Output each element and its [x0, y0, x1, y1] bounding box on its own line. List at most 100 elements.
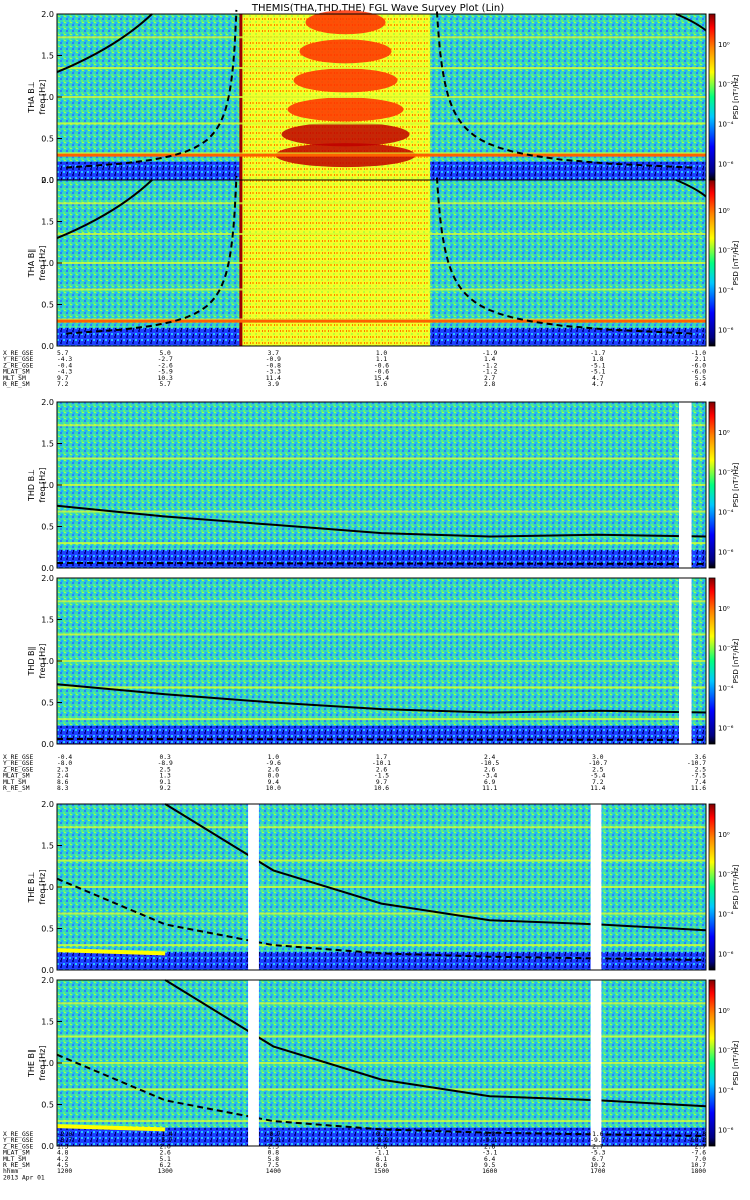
ephemeris-value: -5.7 [158, 1137, 173, 1144]
colorbar-tick-label: 10⁰ [718, 831, 730, 839]
colorbar-tick-label: 10⁻⁴ [718, 685, 734, 693]
ephemeris-value: 1.6 [376, 381, 388, 388]
y-tick-label: 1.0 [41, 1059, 54, 1068]
y-tick-label: 0.0 [41, 176, 54, 185]
y-tick-label: 1.0 [41, 657, 54, 666]
ephemeris-value: -8.2 [374, 1137, 389, 1144]
ephemeris-value: 5.7 [57, 350, 69, 357]
ephemeris-value: -2.7 [158, 356, 173, 363]
ephemeris-value: -1.4 [158, 1131, 173, 1138]
y-tick-label: 0.0 [41, 342, 54, 351]
ephemeris-value: 6.2 [159, 1162, 171, 1169]
ephemeris-value: 2.1 [695, 356, 707, 363]
ephemeris-value: -5.9 [158, 369, 173, 376]
y-axis-label: freq [Hz] [38, 246, 47, 281]
colorbar-label: PSD [nT²/Hz] [732, 462, 740, 507]
ephemeris-value: -4.3 [57, 369, 72, 376]
y-tick-label: 2.0 [41, 800, 54, 809]
ephemeris-value: 10.3 [158, 375, 173, 382]
ephemeris-value: 2.5 [268, 1143, 280, 1150]
ephemeris-value: -6.0 [691, 362, 706, 369]
y-tick-label: 1.0 [41, 883, 54, 892]
power-blob [287, 97, 404, 122]
ephemeris-value: -3.3 [266, 369, 281, 376]
colorbar-tick-label: 10⁻⁶ [718, 548, 734, 556]
ephemeris-value: 15.4 [374, 375, 389, 382]
ephemeris-value: 1300 [158, 1168, 173, 1175]
ephemeris-value: 7.5 [268, 1162, 280, 1169]
ephemeris-value: 2.4 [57, 773, 69, 780]
ephemeris-row-label: MLAT_SM [3, 1150, 30, 1157]
y-tick-label: 2.0 [41, 398, 54, 407]
ephemeris-value: 1.6 [592, 1131, 604, 1138]
ephemeris-row-label: R_RE_SM [3, 381, 30, 388]
ephemeris-row-label: X_RE_GSE [3, 350, 34, 357]
ephemeris-value: 2.5 [695, 766, 707, 773]
ephemeris-value: -3.7 [57, 1137, 72, 1144]
colorbar-tick-label: 10⁰ [718, 41, 730, 49]
ephemeris-value: 1700 [590, 1168, 605, 1175]
ephemeris-value: -4.3 [57, 356, 72, 363]
low-frequency-band [57, 951, 706, 970]
colorbar-tick-label: 10⁻² [718, 247, 734, 255]
ephemeris-value: 6.4 [695, 381, 707, 388]
y-tick-label: 1.5 [41, 52, 54, 61]
ephemeris-value: 7.2 [592, 779, 604, 786]
spectrogram-panel: 2.0 1.5 1.0 0.5 0.0 THA B∥ freq [Hz] 10⁰ 10⁻² 10⁻… [27, 175, 740, 351]
ephemeris-value: 1.1 [376, 356, 388, 363]
ephemeris-value: -9.6 [266, 760, 281, 767]
ephemeris-row-label: MLAT_SM [3, 369, 30, 376]
ephemeris-value: 6.4 [484, 1156, 496, 1163]
ephemeris-value: 2.5 [592, 766, 604, 773]
ephemeris-value: 0.0 [268, 773, 280, 780]
y-tick-label: 1.5 [41, 1018, 54, 1027]
ephemeris-value: 9.4 [268, 779, 280, 786]
low-harmonic-line [56, 1124, 166, 1132]
ephemeris-value: -8.0 [57, 760, 72, 767]
panel-label: THD B∥ [27, 646, 36, 676]
ephemeris-row-label: MLT_SM [3, 1156, 26, 1163]
y-tick-label: 2.0 [41, 976, 54, 985]
low-frequency-band [57, 549, 706, 568]
ephemeris-value: -0.4 [57, 362, 72, 369]
ephemeris-value: 2.7 [592, 1143, 604, 1150]
spectrogram-panel: 2.0 1.5 1.0 0.5 0.0 THE B⊥ freq [Hz] 10⁰ 10⁻² 10⁻… [27, 800, 740, 975]
ephemeris-value: 3.0 [592, 754, 604, 761]
ephemeris-value: 9.7 [57, 375, 69, 382]
ephemeris-value: 7.4 [695, 779, 707, 786]
ephemeris-row-label: Z_RE_GSE [3, 362, 34, 369]
ephemeris-value: 3.7 [268, 350, 280, 357]
colorbar-tick-label: 10⁻⁴ [718, 287, 734, 295]
spectrogram-panel: 2.0 1.5 1.0 0.5 0.0 THA B⊥ freq [Hz] 10⁰ 10⁻² 10⁻… [27, 9, 740, 185]
ephemeris-value: 11.6 [691, 785, 706, 792]
colorbar-tick-label: 10⁰ [718, 1007, 730, 1015]
colorbar-tick-label: 10⁰ [718, 207, 730, 215]
y-tick-label: 0.0 [41, 966, 54, 975]
colorbar-tick-label: 10⁻² [718, 1047, 734, 1055]
ephemeris-value: 4.8 [57, 1150, 69, 1157]
y-tick-label: 0.0 [41, 1142, 54, 1151]
ephemeris-value: -5.4 [590, 773, 605, 780]
data-gap [248, 804, 259, 970]
y-tick-label: 2.0 [41, 176, 54, 185]
y-tick-label: 1.0 [41, 93, 54, 102]
ephemeris-value: -8.9 [158, 760, 173, 767]
ephemeris-row-label: X_RE_GSE [3, 1131, 34, 1138]
data-gap [590, 804, 602, 970]
panel-label: THE B⊥ [27, 871, 36, 903]
ephemeris-value: -1.2 [482, 362, 497, 369]
y-axis-label: freq [Hz] [38, 468, 47, 503]
ephemeris-value: -7.6 [691, 1150, 706, 1157]
ephemeris-value: 1600 [482, 1168, 497, 1175]
ephemeris-value: 1.3 [57, 1143, 69, 1150]
fce-curve [56, 504, 707, 538]
data-gap [678, 578, 692, 744]
ephemeris-block: X_RE_GSEY_RE_GSEZ_RE_GSEMLAT_SMMLT_SMR_R… [3, 1131, 706, 1181]
ephemeris-value: 6.1 [376, 1156, 388, 1163]
ephemeris-value: -3.1 [482, 1150, 497, 1157]
data-gap [678, 402, 692, 568]
spectrogram-panel: 2.0 1.5 1.0 0.5 0.0 THD B⊥ freq [Hz] 10⁰ 10⁻² 10⁻… [27, 398, 740, 573]
ephemeris-value: -10.7 [687, 760, 706, 767]
ephemeris-value: 6.7 [592, 1156, 604, 1163]
